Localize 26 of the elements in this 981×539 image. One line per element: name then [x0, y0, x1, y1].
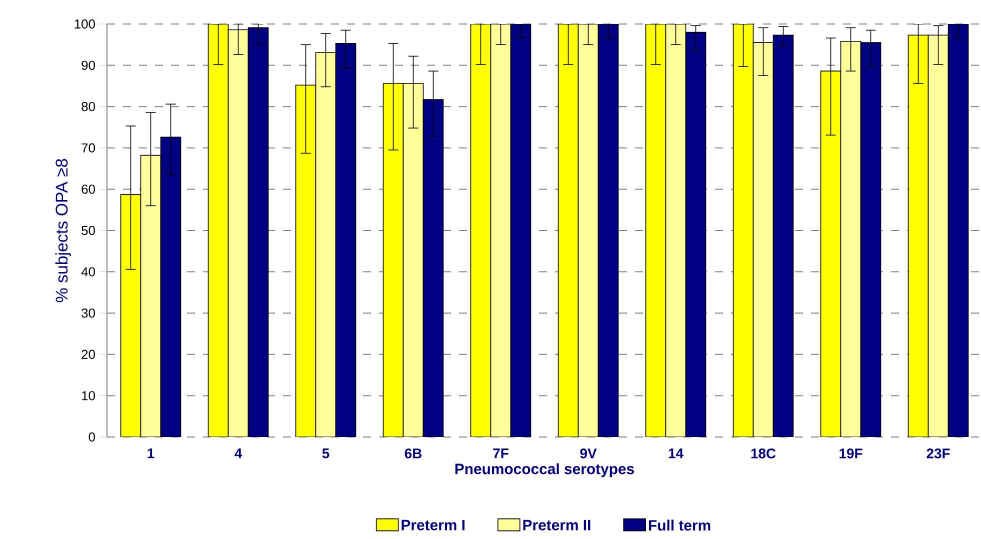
- y-tick-label: 70: [82, 143, 95, 152]
- y-tick-label: 60: [82, 184, 95, 194]
- y-tick-label: 50: [82, 226, 95, 236]
- x-tick-label: 14: [668, 448, 684, 458]
- x-tick-label: 4: [234, 448, 242, 458]
- y-axis-title: % subjects OPA ≥8: [55, 158, 72, 302]
- y-tick-label: 80: [82, 102, 95, 112]
- x-tick-label: 1: [148, 448, 154, 458]
- legend-label: Full term: [648, 520, 710, 531]
- legend-label: Preterm I: [402, 520, 464, 530]
- y-tick-label: 40: [81, 267, 95, 276]
- x-tick-label: 6B: [404, 448, 422, 458]
- legend-label: Preterm II: [523, 520, 590, 530]
- y-tick-label: 0: [88, 432, 95, 442]
- x-tick-label: 7F: [493, 448, 508, 458]
- y-tick-label: 100: [74, 19, 95, 29]
- y-tick-label: 90: [82, 60, 95, 70]
- x-tick-label: 18C: [751, 448, 776, 458]
- x-axis-title: Pneumococcal serotypes: [455, 463, 634, 478]
- x-tick-label: 23F: [926, 448, 950, 458]
- x-tick-label: 19F: [840, 448, 862, 458]
- y-tick-label: 20: [82, 350, 95, 359]
- y-tick-label: 10: [82, 391, 95, 400]
- x-tick-label: 5: [322, 448, 330, 458]
- x-tick-label: 9V: [580, 448, 597, 458]
- y-tick-label: 30: [82, 308, 95, 318]
